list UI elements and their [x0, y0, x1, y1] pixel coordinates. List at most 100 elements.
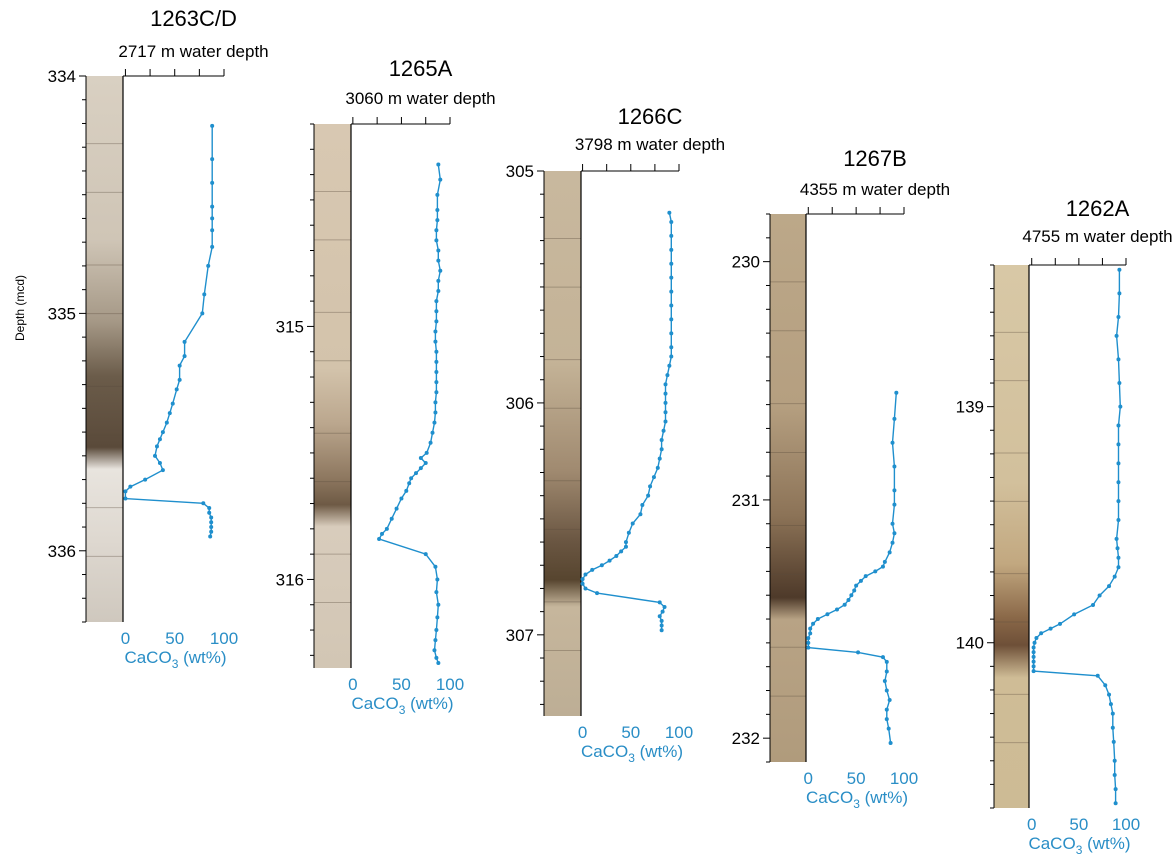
data-point: [599, 563, 604, 568]
data-point: [1058, 621, 1062, 626]
data-point: [663, 400, 668, 405]
data-point: [209, 515, 214, 520]
data-point: [434, 238, 439, 243]
x-tick-label: 100: [210, 629, 238, 648]
data-point: [207, 510, 212, 515]
data-point: [424, 450, 429, 455]
data-point: [436, 162, 441, 167]
data-point: [177, 377, 182, 382]
data-point: [1108, 702, 1113, 707]
data-point: [1116, 461, 1121, 466]
data-point: [815, 617, 820, 622]
x-tick-label: 50: [1069, 815, 1088, 834]
data-point: [394, 506, 399, 511]
data-point: [669, 275, 674, 280]
data-point: [806, 645, 811, 650]
data-point: [607, 558, 612, 563]
core-image: [994, 265, 1029, 808]
data-point: [669, 247, 674, 252]
data-point: [884, 707, 889, 712]
data-point: [433, 329, 438, 334]
data-point: [438, 268, 443, 273]
data-point: [583, 572, 588, 577]
y-tick-label: 334: [48, 67, 76, 86]
data-point: [638, 512, 643, 517]
data-point: [153, 453, 157, 458]
data-point: [407, 481, 412, 486]
data-point: [433, 410, 438, 415]
data-point: [1072, 612, 1077, 617]
caco3-series-line: [581, 212, 672, 631]
x-tick-label: 0: [1027, 815, 1036, 834]
data-point: [1048, 626, 1053, 631]
y-tick-label: 140: [956, 634, 984, 653]
data-point: [669, 289, 674, 294]
data-point: [884, 659, 889, 664]
data-point: [892, 531, 897, 536]
data-point: [669, 233, 674, 238]
data-point: [808, 626, 813, 631]
data-point: [380, 531, 384, 536]
data-point: [436, 602, 441, 607]
data-point: [409, 476, 414, 481]
data-point: [206, 263, 211, 268]
panel-title: 1265A: [389, 56, 453, 81]
data-point: [434, 380, 439, 385]
data-point: [1115, 546, 1120, 551]
data-point: [882, 559, 887, 564]
x-tick-label: 100: [1112, 815, 1140, 834]
data-point: [808, 631, 813, 636]
data-point: [663, 410, 668, 415]
data-point: [595, 591, 600, 596]
y-tick-label: 335: [48, 304, 76, 323]
data-point: [434, 228, 439, 233]
data-point: [646, 493, 651, 498]
data-point: [1097, 593, 1102, 598]
x-tick-label: 50: [392, 675, 411, 694]
data-point: [1116, 442, 1121, 447]
data-point: [143, 477, 148, 482]
x-tick-label: 0: [578, 723, 587, 742]
data-point: [614, 553, 619, 558]
data-point: [657, 614, 662, 619]
data-point: [1113, 787, 1118, 792]
data-point: [669, 317, 674, 322]
data-point: [640, 502, 645, 507]
data-point: [884, 717, 889, 722]
data-point: [434, 349, 439, 354]
data-point: [842, 602, 847, 607]
y-tick-label: 230: [732, 253, 760, 272]
data-point: [852, 588, 857, 593]
panel-title: 1263C/D: [150, 6, 237, 31]
data-point: [154, 444, 159, 449]
data-point: [856, 650, 861, 655]
caco3-series-line: [807, 392, 897, 743]
data-point: [667, 363, 672, 368]
data-point: [434, 299, 439, 304]
data-point: [1031, 659, 1036, 664]
data-point: [160, 468, 165, 473]
data-point: [659, 628, 664, 633]
data-point: [433, 400, 438, 405]
data-point: [414, 471, 418, 476]
data-point: [423, 461, 428, 466]
x-tick-label: 0: [121, 629, 130, 648]
data-point: [873, 569, 878, 574]
x-tick-label: 100: [665, 723, 693, 742]
data-point: [669, 303, 674, 308]
data-point: [892, 488, 897, 493]
data-point: [660, 609, 665, 614]
data-point: [167, 411, 172, 416]
data-point: [846, 597, 851, 602]
data-point: [1039, 631, 1044, 636]
panel-subtitle: 4355 m water depth: [800, 180, 950, 199]
core-image: [544, 171, 581, 716]
panel-title: 1267B: [843, 146, 907, 171]
data-point: [1117, 267, 1122, 272]
data-point: [887, 550, 892, 555]
data-point: [210, 204, 215, 209]
data-point: [1114, 536, 1119, 541]
data-point: [1103, 683, 1108, 688]
data-point: [1116, 357, 1121, 362]
data-point: [377, 536, 382, 541]
